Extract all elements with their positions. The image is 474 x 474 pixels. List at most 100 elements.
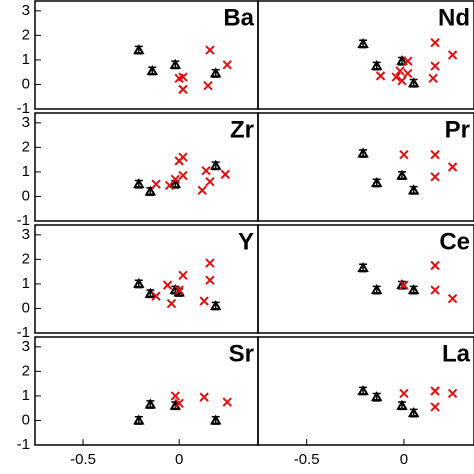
y-tick-label: 1 <box>22 387 30 404</box>
triangle-point <box>357 147 369 158</box>
cross-point <box>170 174 181 184</box>
cross-point <box>178 170 188 181</box>
cross-point <box>375 71 386 81</box>
triangle-point <box>133 178 145 189</box>
panel-title: Zr <box>230 116 254 143</box>
cross-point <box>151 179 161 189</box>
y-tick-label: 1 <box>22 163 30 180</box>
y-tick-label: 3 <box>22 338 30 355</box>
triangle-point <box>133 414 145 425</box>
y-tick-label: -1 <box>17 324 30 341</box>
cross-point <box>174 398 184 408</box>
cross-point <box>199 296 209 306</box>
cross-point <box>199 392 209 402</box>
y-tick-label: 0 <box>22 411 30 428</box>
panel-title: La <box>442 340 471 367</box>
cross-point <box>222 60 232 70</box>
y-tick-label: 1 <box>22 275 30 292</box>
panel-frame <box>34 336 259 446</box>
panel-frame <box>257 0 474 110</box>
panel-title: Y <box>238 228 254 255</box>
triangle-point <box>133 44 145 55</box>
y-tick-label: -1 <box>17 212 30 229</box>
x-tick-label: 0 <box>175 451 183 468</box>
triangle-point <box>146 64 158 75</box>
cross-point <box>430 386 440 396</box>
panel-frame <box>257 336 474 446</box>
cross-point <box>430 402 440 412</box>
triangle-point <box>370 391 383 402</box>
triangle-point <box>144 185 157 196</box>
panel-frame <box>257 224 474 334</box>
triangle-point <box>396 169 408 180</box>
cross-point <box>201 165 211 176</box>
cross-point <box>430 285 440 295</box>
triangle-point <box>144 398 157 409</box>
cross-point <box>447 162 458 172</box>
y-tick-label: 2 <box>22 250 30 267</box>
panel-title: Pr <box>445 116 470 143</box>
cross-point <box>166 298 177 309</box>
cross-point <box>428 73 438 84</box>
y-tick-label: 2 <box>22 138 30 155</box>
y-tick-label: 0 <box>22 299 30 316</box>
y-tick-label: 0 <box>22 75 30 92</box>
cross-point <box>203 80 213 91</box>
cross-point <box>151 291 161 301</box>
triangle-point <box>396 55 408 66</box>
y-tick-label: 1 <box>22 51 30 68</box>
cross-point <box>430 38 440 48</box>
cross-point <box>174 285 184 295</box>
cross-point <box>205 45 215 55</box>
triangle-point <box>169 178 182 189</box>
cross-point <box>197 185 207 196</box>
cross-point <box>399 280 409 290</box>
cross-point <box>430 150 440 160</box>
panel-title: Ba <box>223 4 254 31</box>
cross-point <box>399 388 409 399</box>
cross-point <box>162 280 173 290</box>
triangle-point <box>357 37 369 48</box>
panel-title: Ce <box>439 228 470 255</box>
cross-point <box>430 260 440 271</box>
panel-title: Sr <box>229 340 254 367</box>
triangle-point <box>407 77 420 88</box>
triangle-point <box>370 60 383 71</box>
cross-point <box>395 66 405 76</box>
cross-point <box>178 72 188 82</box>
x-tick-label: 0 <box>400 451 408 468</box>
y-tick-label: 2 <box>22 26 30 43</box>
triangle-point <box>370 176 383 187</box>
triangle-point <box>209 414 222 425</box>
x-tick-label: -0.5 <box>294 451 320 468</box>
y-tick-label: -1 <box>17 436 30 453</box>
y-tick-label: 3 <box>22 226 30 243</box>
triangle-point <box>370 284 383 295</box>
cross-point <box>399 150 409 160</box>
cross-point <box>178 84 188 95</box>
cross-point <box>170 391 181 401</box>
triangle-point <box>407 184 420 195</box>
y-tick-label: 2 <box>22 362 30 379</box>
cross-point <box>403 56 413 66</box>
panel-frame <box>257 112 474 222</box>
cross-point <box>403 68 413 79</box>
triangle-point <box>169 58 182 69</box>
cross-point <box>447 388 458 399</box>
panel-frame <box>34 112 259 222</box>
triangle-point <box>407 284 420 295</box>
triangle-point <box>357 384 369 395</box>
cross-point <box>447 293 458 304</box>
cross-point <box>178 152 188 162</box>
cross-point <box>205 258 215 268</box>
cross-point <box>430 61 440 71</box>
triangle-point <box>133 277 145 288</box>
cross-point <box>222 397 232 407</box>
y-tick-label: 3 <box>22 114 30 131</box>
cross-point <box>205 275 215 285</box>
panel-title: Nd <box>438 4 470 31</box>
cross-point <box>397 76 407 86</box>
cross-point <box>391 72 401 82</box>
